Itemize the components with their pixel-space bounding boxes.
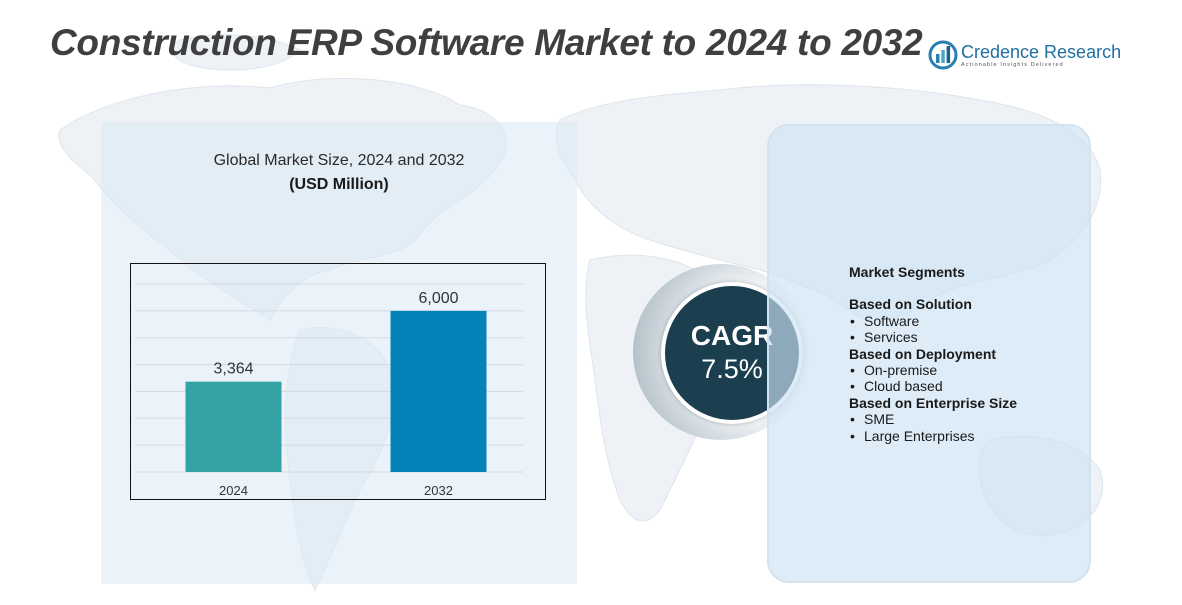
bar-2024 [185, 381, 282, 472]
market-size-panel [101, 122, 577, 584]
cagr-value: 7.5% [701, 354, 763, 384]
bar-growth-logo-icon [928, 40, 958, 70]
segment-item: SME [849, 411, 1079, 428]
cagr-label: CAGR [690, 320, 774, 351]
segments-panel [767, 124, 1091, 583]
segment-item: Cloud based [849, 378, 1079, 395]
segment-item: Software [849, 313, 1079, 330]
chart-subtitle: (USD Million) [289, 176, 389, 193]
data-label-2024: 3,364 [213, 361, 253, 378]
data-label-2032: 6,000 [418, 290, 458, 307]
bar-chart: 3,364 2024 6,000 2032 [135, 283, 523, 498]
segments-heading: Market Segments [849, 264, 965, 280]
segment-group-title: Based on Solution [849, 296, 972, 313]
bar-2032 [390, 310, 487, 472]
tick-label-2024: 2024 [219, 483, 248, 498]
segment-group-deployment: Based on Deployment On-premise Cloud bas… [849, 345, 1079, 396]
segment-item: On-premise [849, 362, 1079, 379]
market-segments: Market Segments Based on Solution Softwa… [849, 264, 1079, 444]
logo-tagline: Actionable Insights Delivered [961, 62, 1064, 68]
segment-item: Services [849, 329, 1079, 346]
segment-group-title: Based on Enterprise Size [849, 394, 1018, 411]
segment-item: Large Enterprises [849, 428, 1079, 445]
logo-brand-name: Credence Research [961, 42, 1122, 62]
page-title: Construction ERP Software Market to 2024… [50, 22, 923, 63]
tick-label-2032: 2032 [424, 483, 453, 498]
segment-group-enterprise-size: Based on Enterprise Size SME Large Enter… [849, 394, 1079, 445]
chart-title: Global Market Size, 2024 and 2032 [213, 152, 465, 169]
credence-logo: Credence Research Actionable Insights De… [928, 40, 1122, 72]
bar-chart-frame: 3,364 2024 6,000 2032 [130, 263, 546, 500]
segment-group-title: Based on Deployment [849, 345, 997, 362]
segment-group-solution: Based on Solution Software Services [849, 296, 1079, 346]
